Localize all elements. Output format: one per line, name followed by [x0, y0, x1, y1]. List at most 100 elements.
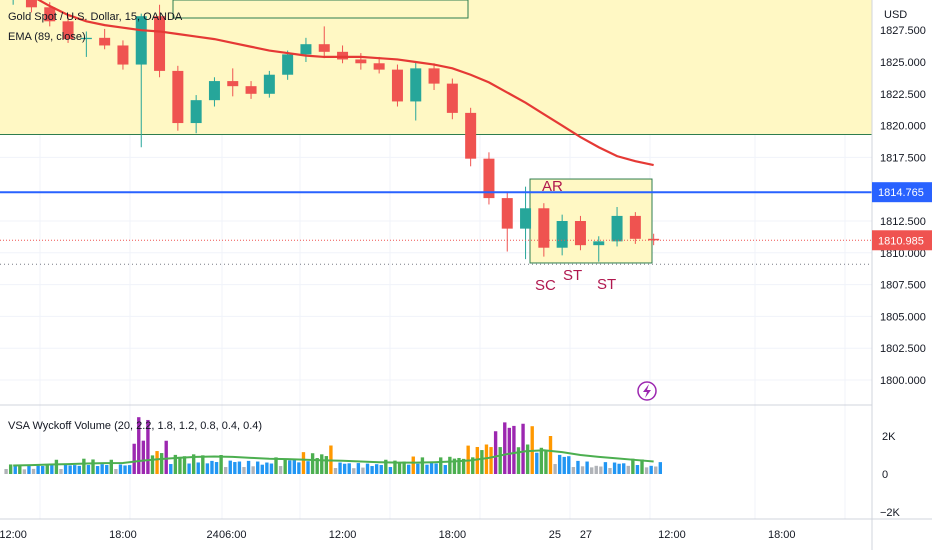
- volume-bar[interactable]: [640, 459, 644, 474]
- volume-bar[interactable]: [159, 453, 164, 474]
- candle[interactable]: [629, 212, 641, 244]
- volume-bar[interactable]: [654, 466, 658, 474]
- volume-bar[interactable]: [635, 465, 640, 474]
- volume-bar[interactable]: [397, 462, 402, 474]
- volume-bar[interactable]: [320, 454, 324, 474]
- volume-bar[interactable]: [516, 447, 521, 474]
- volume-bar[interactable]: [288, 460, 292, 474]
- volume-bar[interactable]: [228, 460, 232, 474]
- volume-bar[interactable]: [41, 466, 45, 474]
- volume-bar[interactable]: [269, 463, 274, 474]
- volume-bar[interactable]: [590, 467, 594, 474]
- volume-bar[interactable]: [548, 436, 553, 474]
- volume-bar[interactable]: [86, 465, 91, 474]
- candle[interactable]: [574, 215, 586, 251]
- volume-bar[interactable]: [182, 456, 187, 474]
- volume-bar[interactable]: [36, 465, 40, 474]
- ema-indicator-label[interactable]: EMA (89, close): [8, 31, 86, 43]
- volume-bar[interactable]: [612, 462, 617, 474]
- candle[interactable]: [117, 40, 129, 70]
- volume-bar[interactable]: [219, 455, 223, 474]
- volume-bar[interactable]: [461, 458, 466, 474]
- volume-bar[interactable]: [169, 464, 173, 474]
- volume-bar[interactable]: [480, 450, 484, 474]
- candle[interactable]: [538, 203, 550, 257]
- candle[interactable]: [154, 4, 166, 78]
- volume-bar[interactable]: [571, 467, 576, 474]
- volume-bar[interactable]: [63, 464, 68, 474]
- volume-bar[interactable]: [105, 465, 109, 474]
- candle[interactable]: [135, 13, 147, 148]
- candle[interactable]: [282, 50, 294, 80]
- candle[interactable]: [80, 31, 92, 57]
- volume-bar[interactable]: [8, 464, 13, 474]
- volume-bar[interactable]: [452, 458, 457, 474]
- volume-bar[interactable]: [402, 461, 406, 474]
- volume-bar[interactable]: [178, 456, 182, 474]
- candle[interactable]: [99, 28, 111, 50]
- volume-bar[interactable]: [539, 447, 544, 474]
- volume-bar[interactable]: [54, 459, 59, 474]
- volume-bar[interactable]: [68, 465, 72, 474]
- volume-bar[interactable]: [521, 423, 525, 474]
- volume-bar[interactable]: [407, 464, 411, 474]
- volume-bar[interactable]: [77, 465, 81, 474]
- volume-bar[interactable]: [242, 467, 246, 474]
- volume-bar[interactable]: [567, 456, 571, 474]
- volume-bar[interactable]: [246, 460, 251, 474]
- volume-bar[interactable]: [150, 455, 155, 474]
- volume-bar[interactable]: [274, 457, 278, 474]
- candle[interactable]: [410, 62, 422, 121]
- volume-bar[interactable]: [324, 456, 329, 474]
- volume-bar[interactable]: [95, 466, 100, 474]
- volume-bar[interactable]: [365, 463, 370, 474]
- volume-bar[interactable]: [310, 453, 315, 474]
- candle[interactable]: [25, 0, 37, 13]
- volume-bar[interactable]: [553, 464, 557, 474]
- volume-bar[interactable]: [603, 462, 608, 474]
- volume-bar[interactable]: [347, 463, 351, 474]
- volume-bar[interactable]: [434, 463, 438, 474]
- volume-bar[interactable]: [123, 465, 127, 474]
- volume-bar[interactable]: [50, 465, 54, 474]
- volume-bar[interactable]: [191, 454, 196, 474]
- volume-bar[interactable]: [237, 461, 242, 474]
- volume-bar[interactable]: [544, 450, 548, 474]
- volume-indicator-label[interactable]: VSA Wyckoff Volume (20, 2.2, 1.8, 1.2, 0…: [8, 420, 262, 432]
- volume-bar[interactable]: [283, 458, 287, 474]
- volume-panel[interactable]: [4, 417, 662, 474]
- volume-bar[interactable]: [146, 419, 150, 474]
- volume-bar[interactable]: [493, 431, 498, 474]
- candle[interactable]: [62, 16, 74, 43]
- candle[interactable]: [8, 0, 19, 5]
- volume-bar[interactable]: [471, 457, 475, 474]
- candle[interactable]: [300, 37, 312, 62]
- volume-bar[interactable]: [338, 462, 342, 474]
- volume-bar[interactable]: [498, 447, 502, 474]
- volume-bar[interactable]: [585, 461, 589, 474]
- volume-bar[interactable]: [233, 462, 237, 474]
- volume-bar[interactable]: [333, 468, 338, 474]
- candle[interactable]: [556, 214, 568, 256]
- candle[interactable]: [172, 65, 184, 131]
- volume-bar[interactable]: [155, 451, 159, 474]
- candle[interactable]: [501, 193, 513, 252]
- volume-bar[interactable]: [420, 457, 425, 474]
- volume-bar[interactable]: [31, 468, 36, 474]
- volume-bar[interactable]: [599, 466, 603, 474]
- volume-bar[interactable]: [196, 462, 200, 474]
- volume-bar[interactable]: [416, 463, 420, 474]
- volume-bar[interactable]: [82, 458, 86, 474]
- candle[interactable]: [483, 152, 495, 205]
- lightning-icon[interactable]: [637, 381, 657, 401]
- volume-bar[interactable]: [132, 443, 136, 474]
- volume-bar[interactable]: [265, 462, 269, 474]
- volume-bar[interactable]: [512, 425, 516, 474]
- candle[interactable]: [227, 68, 239, 97]
- volume-bar[interactable]: [4, 469, 8, 474]
- volume-bar[interactable]: [649, 465, 653, 474]
- volume-bar[interactable]: [342, 463, 347, 474]
- volume-bar[interactable]: [475, 446, 479, 474]
- volume-bar[interactable]: [617, 463, 621, 474]
- volume-bar[interactable]: [489, 447, 493, 474]
